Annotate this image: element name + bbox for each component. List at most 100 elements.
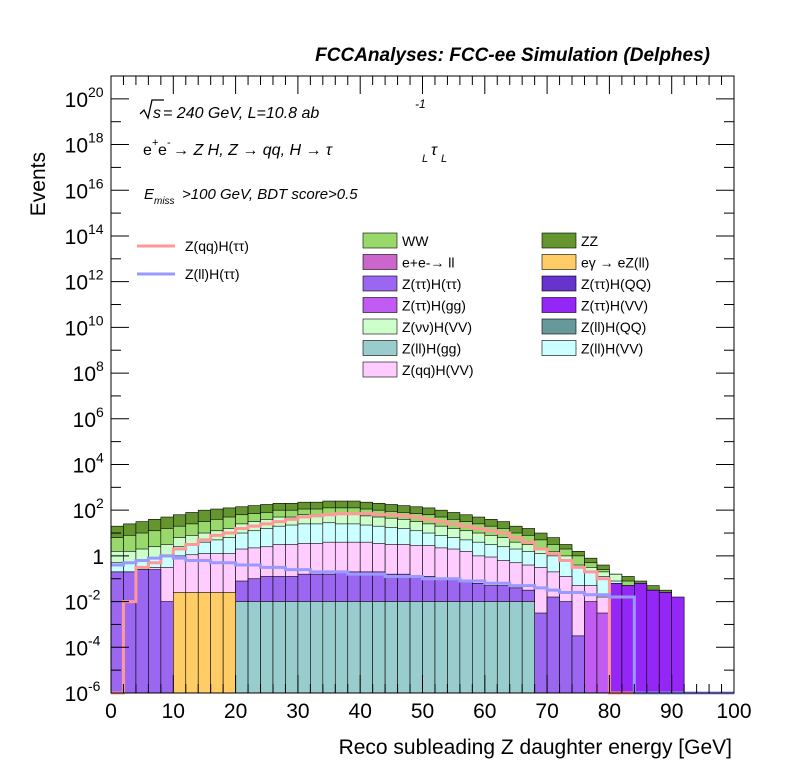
bar-e-ez-ll <box>222 592 236 694</box>
x-tick-label: 80 <box>598 700 621 723</box>
legend-swatch <box>362 297 398 313</box>
legend-swatch <box>541 297 577 313</box>
bar-e-ez-ll <box>173 592 187 694</box>
x-tick-label: 20 <box>224 700 247 723</box>
bar-z-h <box>571 635 585 694</box>
bar-z-ll-h-gg <box>521 601 535 694</box>
legend-swatch <box>541 318 577 335</box>
y-tick-exponent: 8 <box>96 358 104 374</box>
bar-z-h-vv <box>658 592 672 694</box>
bar-z-h <box>110 571 124 694</box>
bar-z-h <box>148 569 162 694</box>
bar-z-ll-h-gg <box>372 601 386 694</box>
y-tick-exponent: 18 <box>88 130 104 146</box>
legend-label: Z(ll)H(VV) <box>581 341 643 357</box>
legend-label: Z(ττ)H(VV) <box>581 298 648 314</box>
legend-swatch <box>541 340 577 356</box>
process-e2: e <box>158 142 167 159</box>
bar-z-ll-h-gg <box>272 601 286 694</box>
x-tick-label: 30 <box>286 700 309 723</box>
legend-label: Z(qq)H(VV) <box>402 362 474 378</box>
legend-swatch <box>362 340 398 356</box>
process-l1: L <box>422 153 428 165</box>
legend-label: ZZ <box>581 233 599 249</box>
y-tick-exponent: 14 <box>88 221 104 237</box>
process-tau2: τ <box>431 142 438 159</box>
y-tick-label: 10 <box>65 226 88 249</box>
y-tick-label: 10 <box>65 272 88 295</box>
y-tick-label: 10 <box>73 500 96 523</box>
y-tick-label: 10 <box>65 135 88 158</box>
line-z-qq-h <box>111 512 734 695</box>
bar-z-h <box>160 601 174 694</box>
legend-swatch <box>362 318 398 335</box>
x-tick-label: 100 <box>716 700 751 723</box>
energy-annotation: s = 240 GeV, L=10.8 ab -1 <box>139 97 426 122</box>
x-tick-label: 70 <box>535 700 558 723</box>
y-tick-exponent: 4 <box>96 449 104 465</box>
bar-z-h <box>135 569 149 694</box>
series-z-h-vv <box>609 583 685 694</box>
series-z-ll-h-gg <box>235 601 535 694</box>
x-axis-label: Reco subleading Z daughter energy [GeV] <box>339 736 732 759</box>
legend-label: Z(ll)H(QQ) <box>581 319 646 335</box>
y-tick-exponent: -6 <box>88 678 101 694</box>
bar-z-h <box>559 601 573 694</box>
bar-z-ll-h-gg <box>347 601 361 694</box>
legend-label: Z(qq)H(ττ) <box>185 238 249 254</box>
legend-label: Z(ττ)H(QQ) <box>581 276 651 292</box>
legend-swatch <box>362 361 398 378</box>
bar-z-ll-h-gg <box>359 601 373 694</box>
bar-z-h <box>534 612 548 694</box>
bar-z-h-vv <box>621 585 635 694</box>
bar-z-ll-h-gg <box>322 601 336 694</box>
sqrt-s-label: s <box>153 105 161 122</box>
bar-z-ll-h-gg <box>496 601 511 694</box>
bar-z-ll-h-gg <box>484 601 498 694</box>
cut-e: E <box>144 186 155 203</box>
cut-rest: >100 GeV, BDT score>0.5 <box>182 186 358 203</box>
y-tick-exponent: 16 <box>88 175 104 191</box>
bar-z-ll-h-gg <box>260 601 274 694</box>
bar-z-ll-h-gg <box>397 601 411 694</box>
legend-swatch <box>362 254 398 270</box>
bar-z-ll-h-gg <box>472 601 486 694</box>
bar-z-h <box>123 571 137 694</box>
x-tick-label: 10 <box>162 700 185 723</box>
bar-z-ll-h-gg <box>310 601 324 694</box>
legend-label: eγ → eZ(ll) <box>581 255 649 271</box>
bar-z-ll-h-gg <box>409 601 423 694</box>
y-tick-exponent: 20 <box>88 84 104 100</box>
legend-label: e+e-→ ll <box>402 255 455 271</box>
legend-label: Z(ττ)H(gg) <box>402 298 466 314</box>
legend: Z(qq)H(ττ) Z(ll)H(ττ) WW e+e-→ ll Z(ττ)H(ττ)… <box>137 232 651 378</box>
bar-z-ll-h-gg <box>334 601 349 694</box>
bar-z-h-gg <box>596 612 610 694</box>
bar-z-h <box>546 596 560 694</box>
bar-z-h-gg <box>584 601 598 694</box>
y-tick-label: 10 <box>65 317 88 340</box>
sqrt-icon <box>139 99 164 120</box>
legend-swatch <box>362 275 398 292</box>
bar-z-ll-h-gg <box>447 601 461 694</box>
process-e2-sup: - <box>167 137 171 149</box>
y-tick-label: 10 <box>65 89 88 112</box>
bar-z-ll-h-gg <box>297 601 311 694</box>
process-annotation: e + e - → Z H, Z → qq, H → τ L τ L <box>143 137 447 165</box>
x-tick-label: 60 <box>473 700 496 723</box>
y-tick-exponent: 2 <box>96 495 104 511</box>
legend-label: WW <box>402 233 429 249</box>
process-e1: e <box>143 142 152 159</box>
legend-swatch <box>362 232 398 249</box>
y-tick-exponent: 12 <box>88 267 104 283</box>
x-tick-label: 90 <box>660 700 683 723</box>
cut-miss: miss <box>154 196 175 207</box>
y-tick-label: 10 <box>73 409 96 432</box>
legend-label: Z(νν)H(VV) <box>402 319 472 335</box>
bar-z-ll-h-gg <box>285 601 299 694</box>
bar-z-ll-h-gg <box>384 601 398 694</box>
series-z-h-gg <box>584 601 610 694</box>
cut-annotation: E miss >100 GeV, BDT score>0.5 <box>144 186 358 207</box>
